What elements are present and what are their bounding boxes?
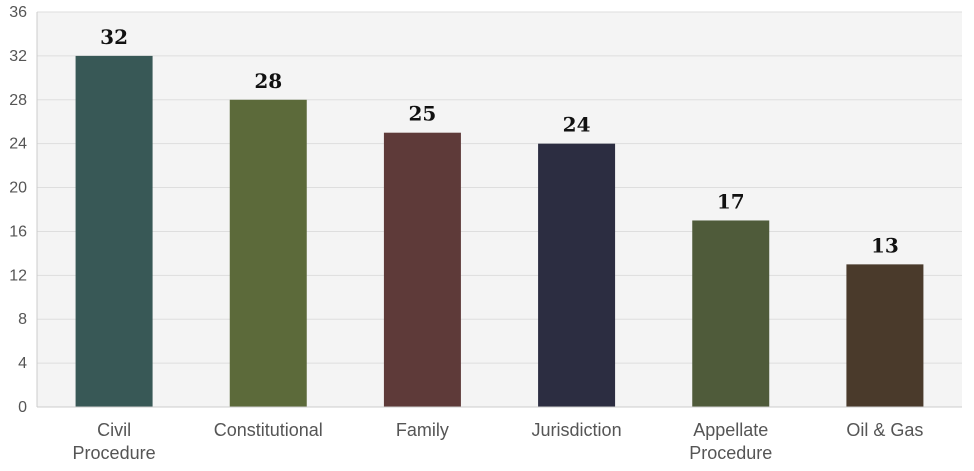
y-tick-label: 4 xyxy=(18,355,27,372)
y-tick-label: 36 xyxy=(9,4,27,21)
y-tick-label: 32 xyxy=(9,48,27,65)
x-tick-label: Appellate Procedure xyxy=(689,420,772,463)
data-label: 13 xyxy=(871,233,899,257)
data-label: 24 xyxy=(563,113,591,137)
bar xyxy=(383,132,461,407)
data-label: 32 xyxy=(100,25,128,49)
y-tick-label: 0 xyxy=(18,399,27,416)
x-tick-label: Jurisdiction xyxy=(532,420,622,440)
y-tick-label: 24 xyxy=(9,136,27,153)
bar xyxy=(538,143,616,407)
data-label: 25 xyxy=(408,102,436,126)
y-tick-label: 12 xyxy=(9,267,27,284)
x-tick-label-line: Family xyxy=(396,420,449,440)
bar xyxy=(75,55,153,408)
x-tick-label-line: Procedure xyxy=(689,443,772,463)
x-tick-label: Family xyxy=(396,420,449,440)
y-tick-label: 28 xyxy=(9,92,27,109)
data-label: 17 xyxy=(717,189,745,213)
x-tick-label-line: Procedure xyxy=(73,443,156,463)
x-tick-label-line: Oil & Gas xyxy=(846,420,923,440)
x-tick-label-line: Constitutional xyxy=(214,420,323,440)
x-tick-label-line: Appellate xyxy=(693,420,768,440)
x-tick-label: Civil Procedure xyxy=(73,420,156,463)
y-tick-label: 16 xyxy=(9,223,27,240)
bar xyxy=(692,220,770,407)
bar xyxy=(846,264,924,407)
y-tick-label: 8 xyxy=(18,311,27,328)
bar xyxy=(229,99,307,408)
x-tick-label-line: Civil xyxy=(97,420,131,440)
plot-area xyxy=(37,12,962,407)
y-tick-label: 20 xyxy=(9,180,27,197)
x-tick-label-line: Jurisdiction xyxy=(532,420,622,440)
data-label: 28 xyxy=(254,69,282,93)
x-tick-label: Constitutional xyxy=(214,420,323,440)
x-tick-label: Oil & Gas xyxy=(846,420,923,440)
